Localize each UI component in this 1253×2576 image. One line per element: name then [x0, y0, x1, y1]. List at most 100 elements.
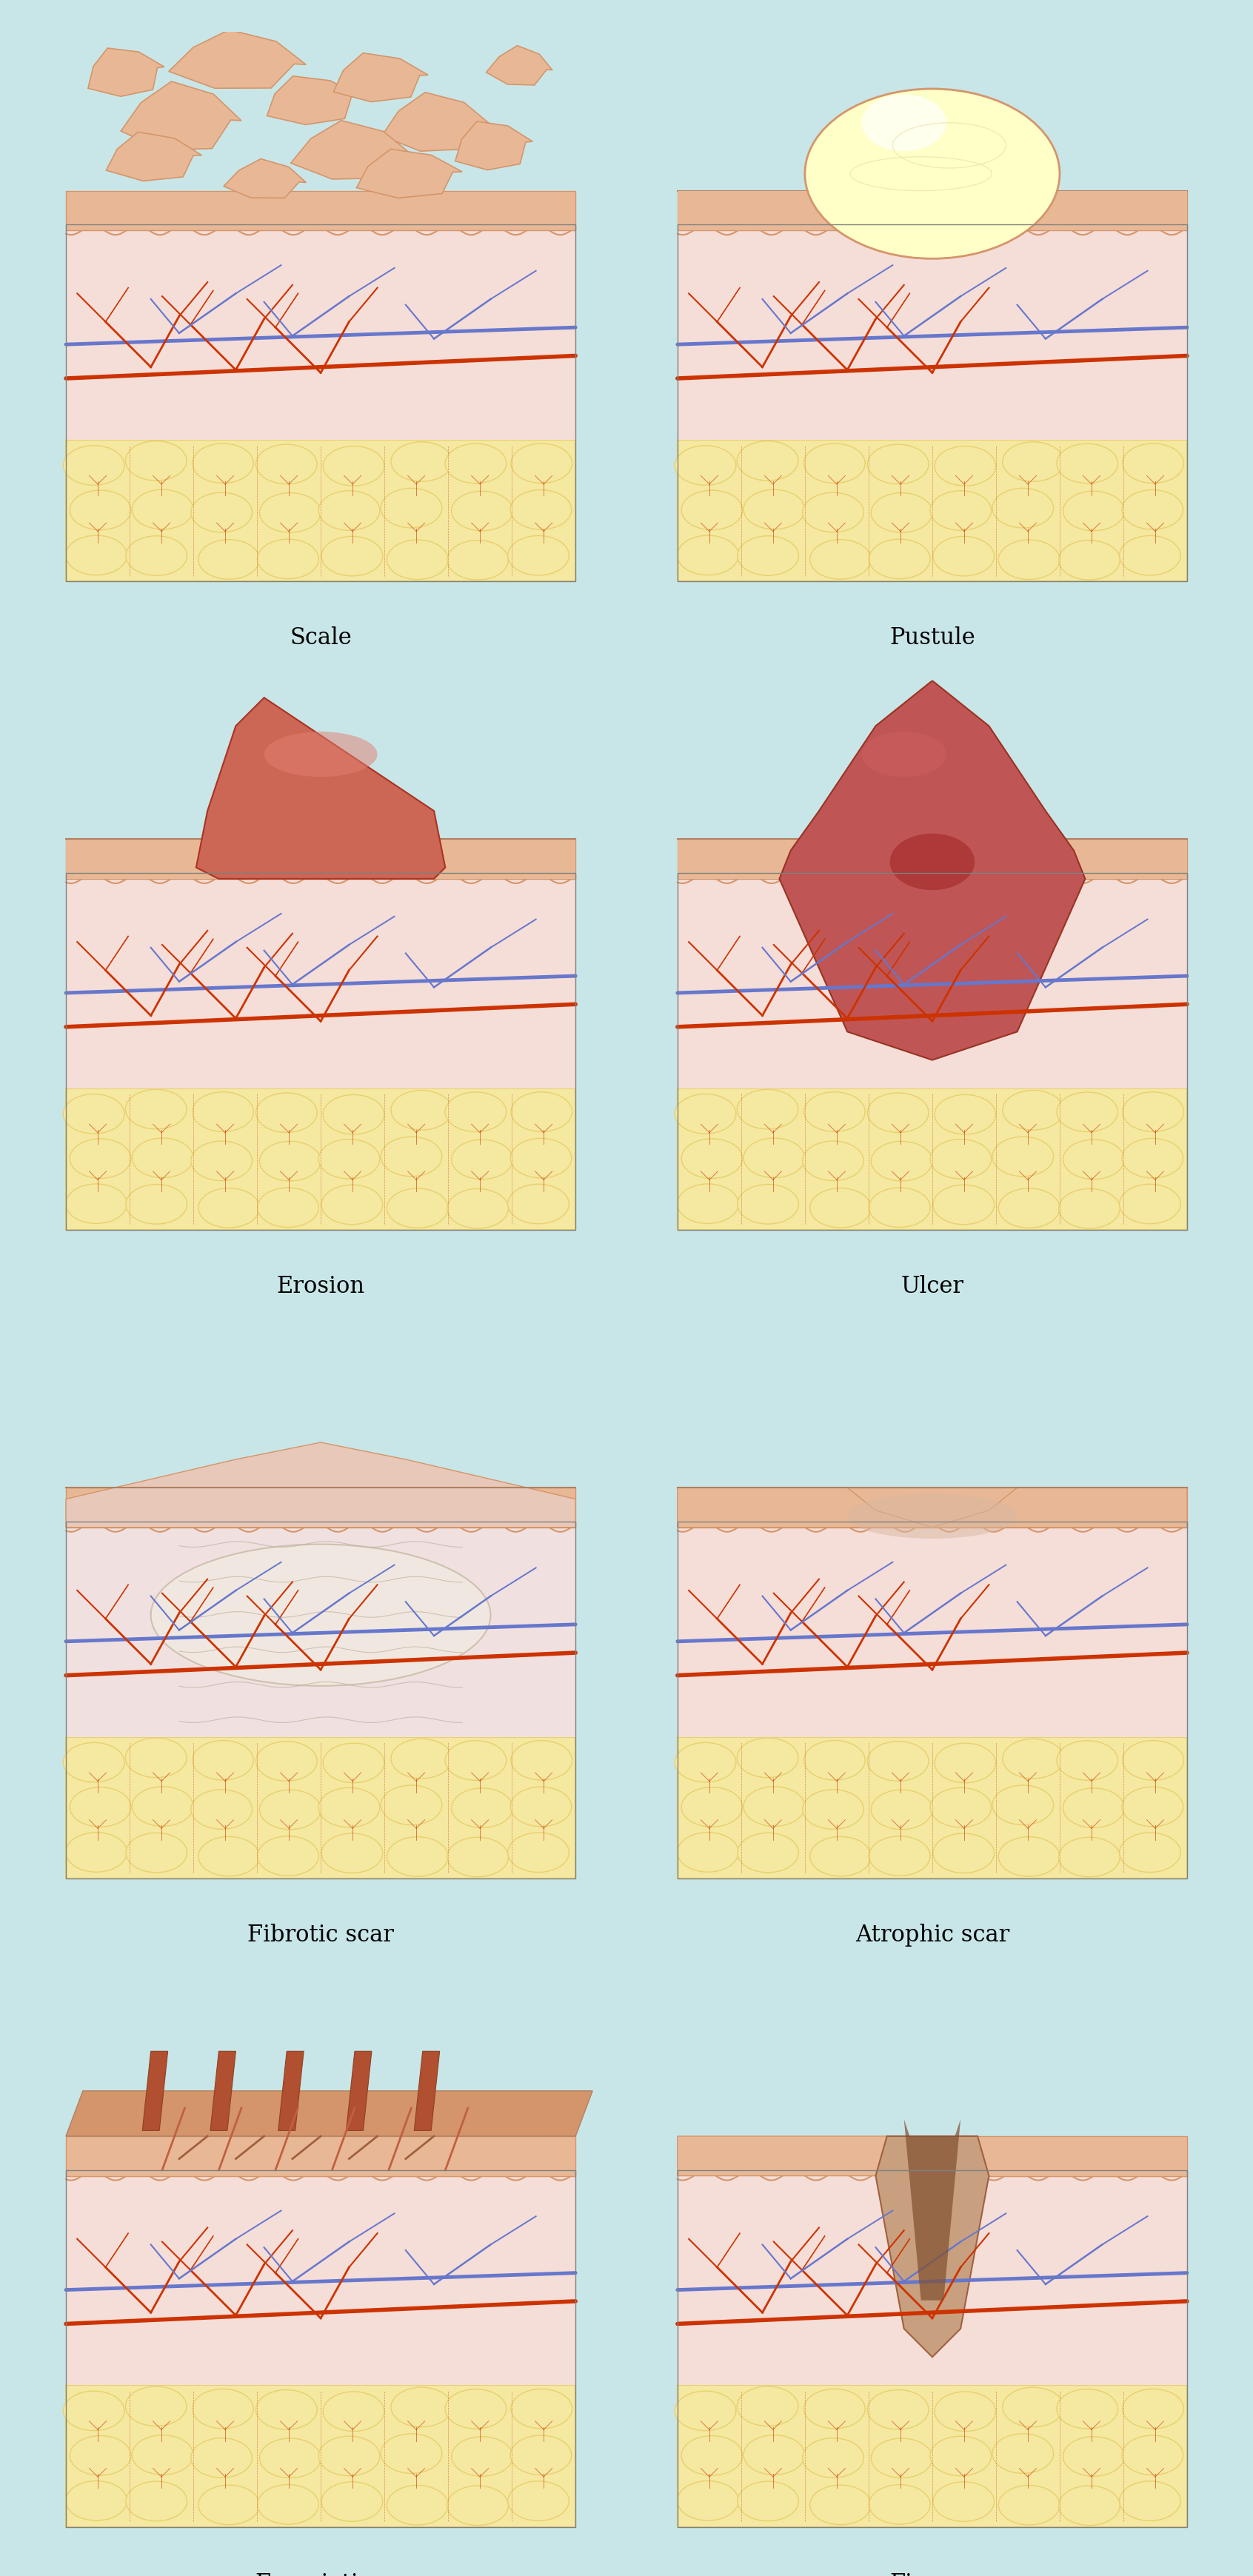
Polygon shape: [346, 2050, 372, 2130]
Ellipse shape: [992, 2434, 1054, 2473]
Polygon shape: [143, 2050, 168, 2130]
Ellipse shape: [264, 732, 377, 778]
Polygon shape: [678, 1489, 1187, 1528]
Ellipse shape: [1059, 1837, 1120, 1878]
Ellipse shape: [804, 2388, 865, 2429]
Ellipse shape: [862, 95, 946, 152]
Ellipse shape: [1059, 2486, 1120, 2524]
Ellipse shape: [447, 1837, 509, 1878]
Ellipse shape: [190, 492, 252, 533]
Ellipse shape: [871, 1141, 932, 1180]
Ellipse shape: [387, 1188, 449, 1229]
Ellipse shape: [890, 835, 975, 891]
Ellipse shape: [871, 1790, 932, 1829]
Ellipse shape: [445, 1092, 506, 1131]
Text: Fissure: Fissure: [890, 2571, 975, 2576]
Ellipse shape: [256, 2391, 317, 2429]
Polygon shape: [678, 191, 1187, 229]
Ellipse shape: [1002, 1090, 1064, 1131]
Ellipse shape: [259, 1141, 321, 1180]
Ellipse shape: [675, 1741, 736, 1783]
Polygon shape: [66, 2177, 575, 2385]
Ellipse shape: [804, 443, 865, 484]
Ellipse shape: [323, 1095, 385, 1133]
Ellipse shape: [318, 1139, 380, 1180]
Ellipse shape: [1002, 443, 1064, 482]
Ellipse shape: [259, 492, 321, 533]
Ellipse shape: [64, 446, 124, 484]
Ellipse shape: [682, 489, 743, 531]
Ellipse shape: [867, 443, 928, 484]
Text: Pustule: Pustule: [890, 626, 975, 649]
Polygon shape: [455, 121, 533, 170]
Ellipse shape: [70, 1788, 132, 1826]
Ellipse shape: [193, 2388, 253, 2429]
Polygon shape: [66, 2141, 575, 2177]
Ellipse shape: [933, 2481, 994, 2522]
Ellipse shape: [198, 1188, 259, 1229]
Ellipse shape: [318, 2437, 380, 2476]
Ellipse shape: [1063, 1139, 1124, 1180]
Ellipse shape: [198, 1837, 259, 1875]
Ellipse shape: [190, 1141, 252, 1180]
Ellipse shape: [322, 536, 382, 577]
Ellipse shape: [65, 2481, 127, 2519]
Polygon shape: [434, 840, 575, 878]
Ellipse shape: [992, 1136, 1054, 1177]
Ellipse shape: [323, 1744, 385, 1783]
Polygon shape: [66, 191, 575, 229]
Ellipse shape: [193, 443, 253, 484]
Ellipse shape: [125, 2385, 187, 2427]
Ellipse shape: [1002, 1739, 1064, 1777]
Ellipse shape: [1119, 536, 1180, 574]
Polygon shape: [66, 840, 575, 878]
Polygon shape: [66, 840, 208, 878]
Ellipse shape: [1121, 489, 1183, 531]
Polygon shape: [678, 440, 1187, 582]
Ellipse shape: [802, 2437, 863, 2478]
Polygon shape: [678, 1528, 1187, 1736]
Ellipse shape: [933, 536, 994, 577]
Polygon shape: [66, 1087, 575, 1229]
Ellipse shape: [381, 2434, 442, 2473]
Ellipse shape: [445, 1741, 506, 1780]
Ellipse shape: [70, 489, 132, 531]
Ellipse shape: [737, 440, 798, 482]
Polygon shape: [66, 440, 575, 582]
Polygon shape: [267, 77, 360, 124]
Ellipse shape: [743, 489, 804, 528]
Ellipse shape: [258, 2486, 318, 2524]
Ellipse shape: [150, 1543, 491, 1685]
Ellipse shape: [256, 1092, 317, 1133]
Ellipse shape: [445, 443, 506, 484]
Ellipse shape: [862, 732, 946, 778]
Ellipse shape: [933, 1185, 994, 1224]
Ellipse shape: [445, 2388, 506, 2429]
Ellipse shape: [935, 1744, 996, 1783]
Ellipse shape: [318, 489, 380, 531]
Ellipse shape: [802, 492, 863, 533]
Ellipse shape: [511, 443, 573, 484]
Ellipse shape: [930, 1139, 991, 1180]
Ellipse shape: [451, 492, 512, 531]
Ellipse shape: [451, 1788, 512, 1829]
Ellipse shape: [999, 1188, 1060, 1229]
Ellipse shape: [510, 489, 571, 531]
Ellipse shape: [675, 2391, 736, 2432]
Ellipse shape: [870, 538, 930, 580]
Ellipse shape: [190, 2437, 252, 2478]
Ellipse shape: [259, 2439, 321, 2478]
Ellipse shape: [259, 1790, 321, 1829]
Ellipse shape: [1063, 492, 1124, 531]
Ellipse shape: [804, 88, 1060, 258]
Ellipse shape: [132, 1139, 193, 1177]
Ellipse shape: [391, 2388, 452, 2427]
Polygon shape: [88, 49, 164, 95]
Ellipse shape: [451, 2437, 512, 2476]
Text: Ulcer: Ulcer: [901, 1275, 964, 1298]
Ellipse shape: [738, 1185, 798, 1224]
Ellipse shape: [738, 536, 798, 574]
Ellipse shape: [447, 541, 509, 580]
Ellipse shape: [510, 2434, 571, 2476]
Ellipse shape: [1059, 541, 1120, 580]
